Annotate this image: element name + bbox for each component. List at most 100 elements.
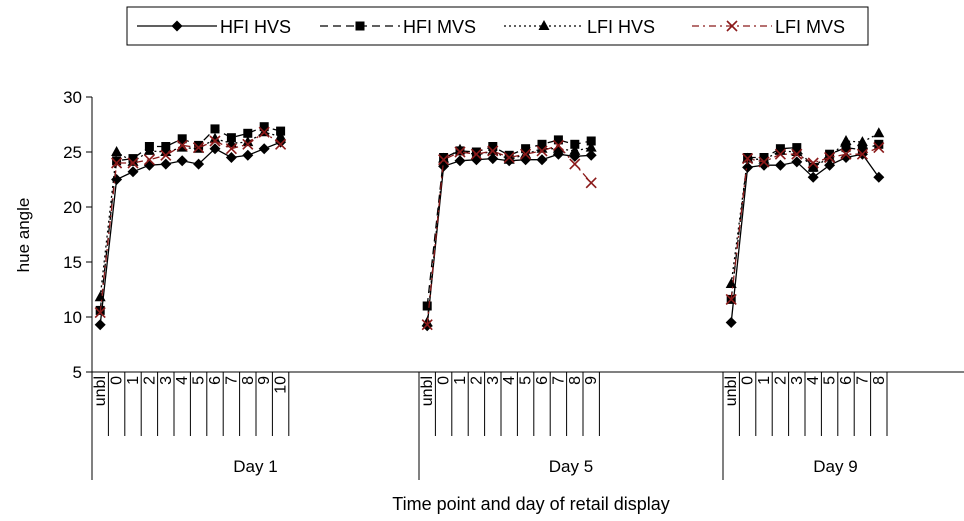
group-label: Day 5 [549,457,593,476]
category-label: 9 [583,376,600,385]
series-line [730,132,880,285]
y-tick-label: 25 [63,143,82,162]
data-point-diamond [774,159,786,171]
data-point-triangle [552,142,564,153]
series-line [426,144,592,325]
data-point-triangle [585,141,597,152]
category-label: 6 [838,376,855,385]
category-label: unbl [419,376,436,406]
legend-label: LFI HVS [587,17,655,37]
data-point-square [586,136,596,146]
data-point-x [470,148,482,160]
legend-label: HFI HVS [220,17,291,37]
data-point-square [874,139,884,149]
data-point-diamond [258,143,270,155]
data-point-x [160,149,172,161]
data-point-triangle [111,146,123,156]
data-point-diamond [193,158,205,170]
y-tick-label: 20 [63,198,82,217]
y-tick-label: 5 [73,363,82,382]
data-point-x [454,146,466,158]
data-point-square [857,145,867,155]
data-point-x [176,139,188,151]
data-point-triangle [275,130,287,141]
category-label: 4 [805,376,822,385]
data-point-x [791,148,803,160]
data-point-x [536,145,548,157]
category-label: 7 [854,376,871,385]
category-label: 4 [501,376,518,385]
data-point-diamond [127,166,139,178]
data-point-triangle [209,132,221,143]
data-point-triangle [725,278,737,288]
series-line [99,126,281,311]
data-point-diamond [725,317,737,328]
category-label: 5 [518,376,535,385]
data-point-triangle [807,161,819,172]
category-label: 1 [756,376,773,385]
category-label: 6 [207,376,224,385]
data-point-x [774,148,786,160]
group-label: Day 9 [813,457,857,476]
series-line [730,153,880,323]
data-point-square [177,134,187,144]
data-point-x [225,143,237,155]
series-line [426,146,592,323]
data-point-diamond [111,174,123,185]
data-point-diamond [171,20,183,32]
x-axis-title: Time point and day of retail display [392,494,669,514]
data-point-triangle [454,143,466,154]
data-point-x [552,139,564,151]
legend: HFI HVS HFI MVS LFI HVS LFI MVS [126,6,869,46]
data-point-x [242,138,254,150]
y-tick-label: 10 [63,308,82,327]
data-point-square [553,135,563,145]
category-label: 7 [550,376,567,385]
data-point-triangle [225,137,237,148]
category-label: 3 [789,376,806,385]
data-point-square [355,21,365,31]
category-label: 1 [125,376,142,385]
y-axis-title: hue angle [14,198,33,273]
category-label: 9 [256,376,273,385]
category-label: 5 [191,376,208,385]
data-point-x [487,145,499,157]
category-label: 2 [468,376,485,385]
data-point-x [421,319,433,331]
data-point-x [726,20,738,32]
data-point-x [275,138,287,150]
data-point-x [111,157,123,169]
data-point-diamond [807,171,819,183]
data-point-x [725,293,737,305]
data-point-x [569,158,581,170]
category-label: 4 [174,376,191,385]
data-point-x [758,156,770,168]
data-point-diamond [94,319,106,331]
data-point-x [193,142,205,154]
data-point-triangle [536,142,548,153]
data-point-diamond [742,161,754,173]
plot-area [94,122,885,332]
category-label: 1 [452,376,469,385]
data-point-x [856,148,868,160]
data-point-diamond [242,149,254,161]
data-point-square [210,124,220,134]
data-point-diamond [143,159,155,171]
data-point-square [112,156,122,166]
series-line [730,143,880,300]
data-point-triangle [438,152,450,163]
data-point-x [127,157,139,169]
category-label: unbl [723,376,740,406]
series-line [99,131,281,298]
y-tick-label: 15 [63,253,82,272]
category-label: 3 [158,376,175,385]
data-point-x [438,154,450,166]
data-point-diamond [791,156,803,168]
group-label: Day 1 [233,457,277,476]
data-point-x [824,151,836,164]
data-point-diamond [824,159,836,171]
category-label: 8 [240,376,257,385]
data-point-triangle [143,144,155,155]
data-point-diamond [454,155,466,167]
